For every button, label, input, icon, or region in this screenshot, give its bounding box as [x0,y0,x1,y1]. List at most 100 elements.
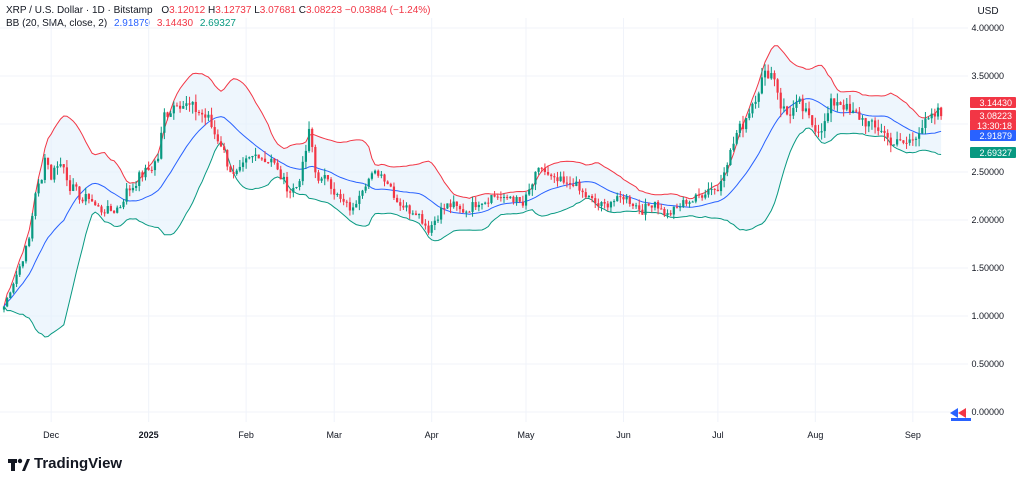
candle-body [889,137,892,146]
candle-body [150,169,153,171]
candle-body [342,198,345,202]
candle-body [232,172,235,174]
candle-body [697,194,701,196]
candle-body [304,150,307,162]
candle-body [559,176,562,182]
candle-body [452,201,455,208]
candle-body [867,121,870,127]
candle-body [248,157,251,159]
price-tick-label: 4.00000 [971,23,1004,33]
candle-body [389,183,392,187]
candle-body [351,207,355,211]
time-tick-label: Apr [425,430,439,440]
candle-body [285,176,289,192]
candle-body [276,162,279,170]
candle-body [940,107,943,117]
candle-body [870,120,874,122]
price-tick-label: 2.50000 [971,167,1004,177]
candle-body [531,184,534,190]
time-axis[interactable]: Dec 2025 Feb Mar Apr May Jun Jul Aug Sep [43,430,921,440]
currency-label[interactable]: USD [977,6,998,17]
candle-body [207,114,210,118]
candle-body [669,213,672,215]
tradingview-logo-icon [8,458,30,471]
symbol-title[interactable]: XRP / U.S. Dollar · 1D · Bitstamp [6,5,153,16]
candle-body [182,106,185,109]
candle-body [653,201,657,208]
candle-body [584,192,587,198]
candle-body [490,195,493,203]
candle-body [462,209,465,213]
candle-body [833,98,836,106]
candle-body [320,178,323,181]
candle-body [62,164,65,168]
price-axis[interactable]: 4.000003.500003.000002.500002.000001.500… [971,23,1004,417]
candle-body [672,206,675,215]
candle-body [701,195,704,198]
time-tick-label: Jul [712,430,724,440]
candle-body [175,105,179,107]
candle-body [848,103,852,113]
candle-body [515,197,518,203]
candle-body [694,194,697,202]
candle-body [125,188,128,202]
candle-body [6,298,9,307]
price-tag-label: 2.91879 [979,131,1012,141]
candle-body [345,201,348,203]
candle-body [801,98,804,112]
candle-body [562,176,565,183]
candle-body [411,213,414,215]
tradingview-logo[interactable]: TradingView [8,455,122,472]
candle-body [446,203,449,209]
candle-body [779,92,782,109]
candle-body [377,170,380,176]
candle-body [119,207,122,209]
candle-body [845,103,848,110]
candle-body [760,77,763,94]
candle-body [927,118,930,120]
candle-body [424,223,427,226]
bb-label[interactable]: BB (20, SMA, close, 2) [6,18,108,29]
candle-body [289,191,292,193]
candle-body [896,139,899,145]
candle-body [506,196,509,199]
candle-body [477,204,480,208]
candle-body [373,170,377,174]
candle-body [43,157,46,180]
candle-body [144,167,147,178]
candle-body [201,112,204,115]
candle-body [619,196,622,198]
candle-body [263,158,267,163]
candle-body [767,70,770,79]
candle-body [112,210,116,213]
candle-body [474,202,477,208]
candle-body [323,175,326,179]
candle-body [817,131,820,133]
scroll-to-realtime-icon[interactable] [950,408,971,421]
candle-body [688,202,691,204]
candle-body [729,149,732,165]
candle-body [537,167,540,172]
bollinger-band-fill [4,45,942,338]
candles [2,64,943,313]
candle-body [50,164,53,180]
candle-body [732,143,735,150]
candle-body [219,141,223,147]
candle-body [741,123,745,130]
candle-body [134,185,138,188]
candle-body [392,186,396,198]
candle-body [72,184,75,191]
candle-body [679,206,682,208]
candle-body [534,171,537,185]
price-tag [970,147,1016,158]
candle-body [245,158,248,163]
candle-body [644,203,647,215]
candle-body [600,202,603,207]
candle-body [458,206,462,210]
candle-body [795,101,798,108]
candle-body [270,158,273,163]
candle-body [873,120,877,128]
close-value: 3.08223 [305,5,343,16]
candle-body [914,138,918,140]
